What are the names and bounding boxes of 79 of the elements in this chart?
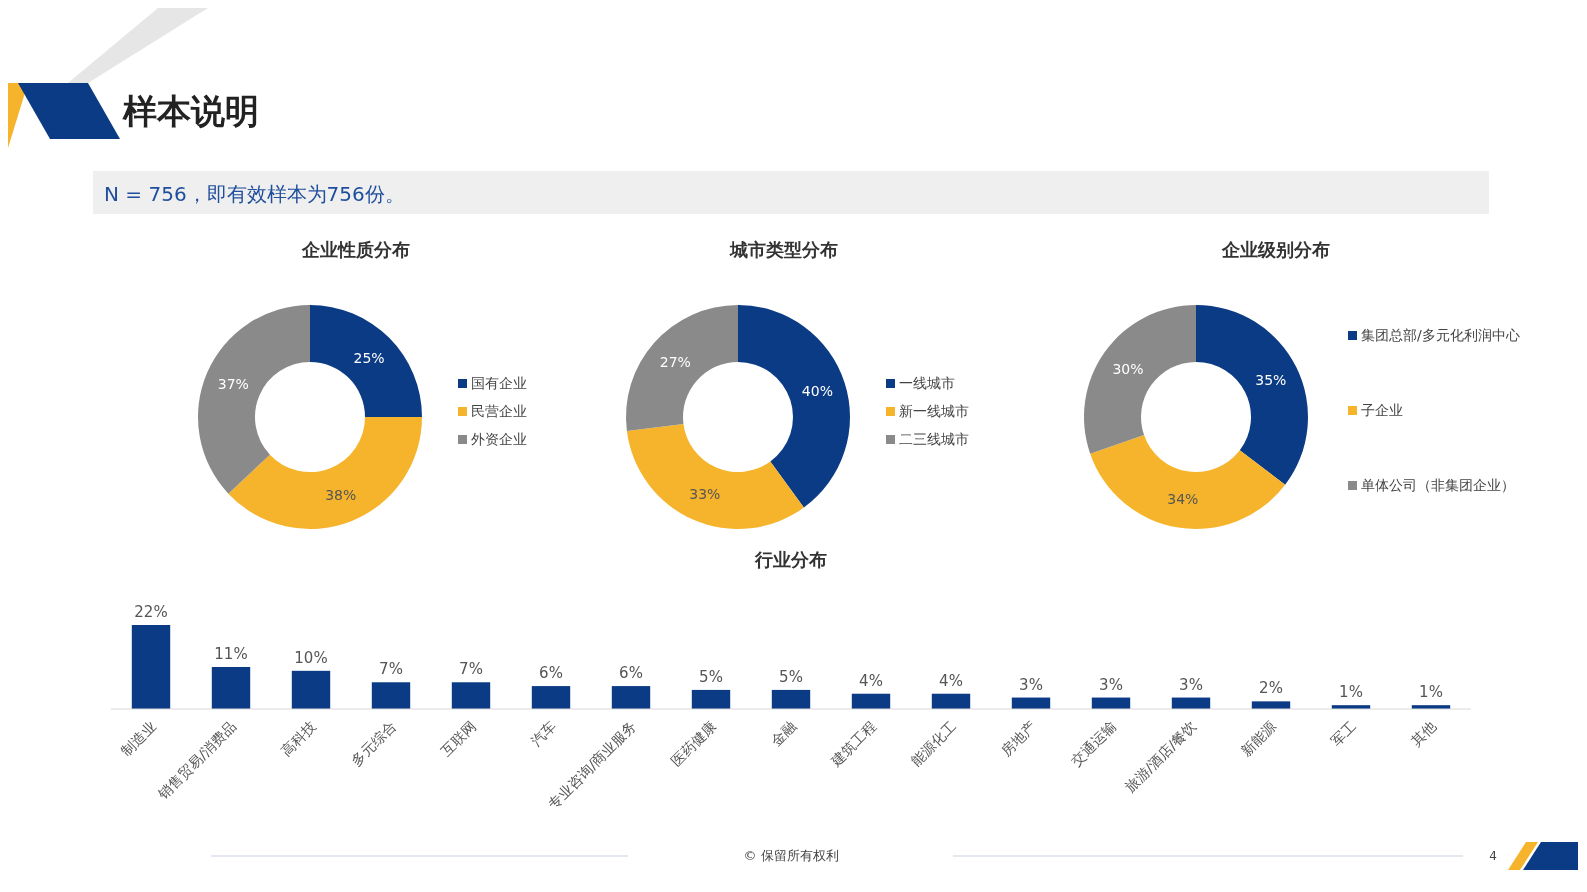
bar (691, 689, 731, 709)
data-label: 11% (214, 645, 248, 663)
text: 样本说明 (122, 91, 259, 131)
donut-slice (626, 423, 804, 529)
data-label: 7% (379, 660, 403, 679)
data-label: 5% (779, 667, 803, 686)
x-tick-label: 能源化工 (908, 717, 960, 769)
data-label: 35% (1255, 371, 1287, 388)
legend-label: 新一线城市 (899, 403, 969, 419)
donut-slice (1196, 305, 1308, 485)
data-label: 3% (1019, 675, 1043, 694)
data-label: 27% (659, 353, 691, 370)
x-tick-label: 金融 (768, 717, 800, 749)
data-label: 25% (353, 349, 385, 366)
text: N = 756，即有效样本为756份。 (104, 182, 405, 206)
bar (531, 686, 571, 709)
data-label: 6% (619, 664, 643, 683)
legend-label: 子企业 (1361, 402, 1403, 418)
data-label: 10% (294, 648, 328, 667)
legend-label: 集团总部/多元化利润中心 (1361, 327, 1520, 343)
x-tick-label: 新能源 (1238, 717, 1280, 759)
bar (931, 693, 971, 709)
x-tick-label: 房地产 (998, 717, 1040, 759)
data-label: 4% (939, 671, 963, 690)
x-tick-label: 医药健康 (668, 717, 720, 769)
data-label: 33% (689, 485, 721, 502)
donut-slice (738, 305, 850, 508)
donut-slice (1084, 305, 1196, 454)
data-label: 38% (325, 486, 357, 503)
bar (611, 686, 651, 709)
bar (291, 670, 331, 709)
chart-title: 城市类型分布 (729, 239, 838, 260)
data-label: 2% (1259, 679, 1283, 698)
data-label: 37% (217, 375, 249, 392)
x-tick-label: 汽车 (528, 717, 560, 749)
donut-slice (626, 305, 738, 432)
data-label: 22% (134, 603, 168, 621)
bar (1251, 701, 1291, 709)
chart-title: 企业级别分布 (1221, 239, 1330, 260)
x-tick-label: 高科技 (278, 717, 320, 759)
data-label: 3% (1099, 675, 1123, 694)
chart-title: 行业分布 (754, 549, 827, 570)
legend-label: 外资企业 (471, 431, 527, 447)
donut-slice (1090, 434, 1286, 529)
donut-slice (310, 305, 422, 417)
bar (211, 667, 251, 709)
text: © 保留所有权利 (743, 848, 839, 863)
legend-label: 一线城市 (899, 375, 955, 391)
x-tick-label: 建筑工程 (827, 717, 880, 770)
data-label: 5% (699, 667, 723, 686)
data-label: 40% (801, 383, 833, 400)
x-tick-label: 军工 (1328, 717, 1360, 749)
bar (451, 682, 491, 709)
data-label: 34% (1167, 491, 1199, 508)
x-tick-label: 互联网 (438, 717, 480, 759)
bar (771, 689, 811, 709)
data-label: 30% (1112, 360, 1144, 377)
text: 4 (1489, 849, 1497, 863)
legend-label: 国有企业 (471, 375, 527, 391)
data-label: 1% (1419, 683, 1443, 702)
x-tick-label: 多元综合 (348, 717, 400, 769)
donut-slice (228, 417, 422, 529)
chart-title: 企业性质分布 (301, 239, 410, 260)
x-tick-label: 交通运输 (1068, 717, 1120, 769)
legend-label: 民营企业 (471, 403, 527, 419)
data-label: 1% (1339, 683, 1363, 702)
donut-slice (198, 305, 310, 494)
x-tick-label: 旅游/酒店/餐饮 (1121, 717, 1200, 796)
data-label: 4% (859, 671, 883, 690)
bar (131, 625, 171, 709)
data-label: 7% (459, 660, 483, 679)
x-tick-label: 制造业 (118, 717, 160, 759)
bar (851, 693, 891, 709)
x-tick-label: 其他 (1408, 717, 1440, 749)
data-label: 3% (1179, 675, 1203, 694)
data-label: 6% (539, 664, 563, 683)
bar (371, 682, 411, 709)
legend-label: 二三线城市 (899, 431, 969, 447)
legend-label: 单体公司（非集团企业） (1361, 477, 1515, 493)
